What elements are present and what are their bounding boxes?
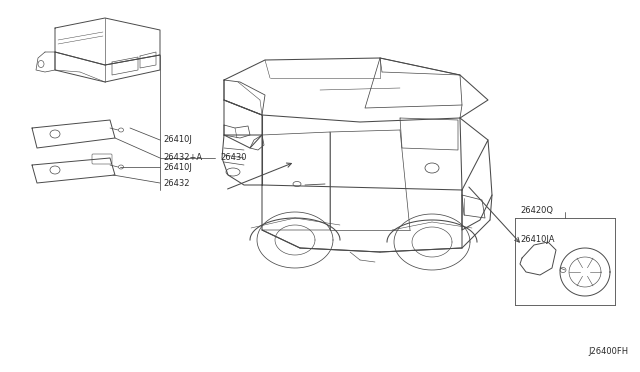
- Text: 26410J: 26410J: [163, 135, 192, 144]
- Text: 26420Q: 26420Q: [520, 205, 553, 215]
- Text: 26432: 26432: [163, 179, 189, 187]
- Text: 26432+A: 26432+A: [163, 154, 202, 163]
- Text: 26410J: 26410J: [163, 163, 192, 171]
- Text: 26430: 26430: [220, 154, 246, 163]
- Text: 26410JA: 26410JA: [520, 235, 554, 244]
- Text: J26400FH: J26400FH: [588, 347, 628, 356]
